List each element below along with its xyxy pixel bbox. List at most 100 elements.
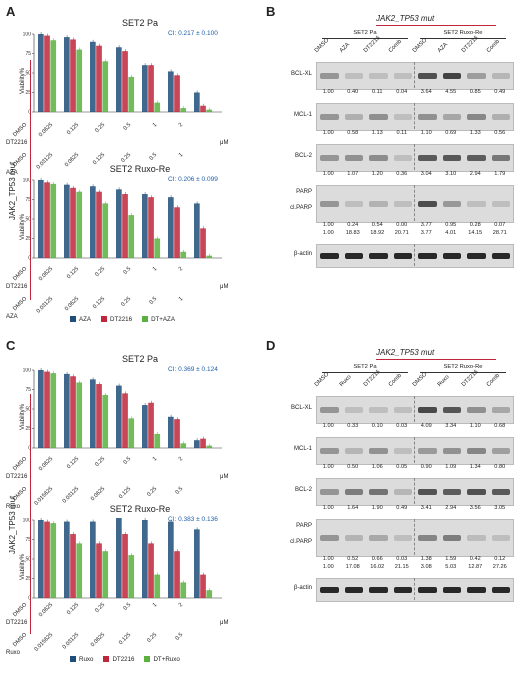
quant-value: 3.56 [469,505,481,511]
quant-value: 0.50 [347,464,359,470]
legend-text: DT+AZA [151,316,175,323]
bar [102,203,109,258]
ci-annotation: CI: 0.206 ± 0.099 [168,176,218,183]
blot-title: JAK2_TP53 mut [376,348,435,357]
bar [180,582,187,598]
band [369,535,388,541]
band [320,73,339,79]
legend-item: DT2216 [101,316,132,323]
bar [64,521,70,598]
band [491,73,510,79]
quant-value: 1.38 [420,556,432,562]
band [418,535,437,541]
band [369,73,388,79]
band [393,587,412,593]
band [491,535,510,541]
bar [38,34,44,112]
quant-value: 0.56 [494,130,506,136]
legend-text: DT2216 [112,656,135,663]
quant-value: 0.42 [469,556,481,562]
band [442,253,461,259]
legend-swatch [70,316,76,323]
legend-swatch [101,316,108,323]
bar [180,443,187,448]
band [344,253,363,259]
protein-label-cleaved: cl.PARP [290,539,312,545]
band [344,448,363,454]
bar [148,65,154,112]
lane-label: Comb [387,372,403,388]
quant-value: 5.03 [445,564,457,570]
quant-value: 1.34 [469,464,481,470]
lane-divider [414,144,415,170]
bar [96,45,102,113]
bar [96,191,102,258]
quant-value: 0.69 [445,130,457,136]
lane-divider [414,437,415,463]
blot-image [316,244,514,268]
row-label: Ruxo [6,650,21,656]
quant-value: 1.00 [322,222,334,228]
bar [116,189,122,258]
band [491,253,510,259]
quant-value: 3.08 [420,564,432,570]
band [491,201,510,207]
quant-value: 0.33 [347,423,359,429]
band [320,489,339,495]
blot-image [316,144,514,172]
quant-value: 1.00 [322,464,334,470]
quant-value: 0.58 [347,130,359,136]
bar [206,590,213,598]
bar [180,251,187,258]
quant-value: 0.49 [494,89,506,95]
band [467,155,486,161]
quant-value: 14.15 [468,230,483,236]
lane-label: Ruxo [436,374,451,388]
legend-text: Ruxo [79,656,94,663]
lane-label: AZA [436,41,449,54]
quantification-row-cleaved: 1.00 17.08 16.02 21.15 3.08 5.03 12.87 27.26 [316,564,512,570]
quant-value: 20.71 [394,230,409,236]
y-tick-label: 25 [25,576,31,582]
lane-label: Ruxo [338,374,353,388]
quant-value: 1.10 [420,130,432,136]
bar [96,543,102,598]
bar [148,402,154,448]
row-label: DT2216 [6,474,28,480]
band [344,114,363,120]
band [442,73,461,79]
blot-image [316,578,514,602]
quant-value: 0.52 [347,556,359,562]
y-tick-label: 0 [28,110,31,116]
y-tick-label: 0 [28,446,31,452]
band [320,587,339,593]
quant-value: 0.05 [396,464,408,470]
bar [154,102,161,112]
y-tick-label: 100 [23,518,32,524]
protein-label: MCL-1 [293,112,312,118]
ci-annotation: CI: 0.369 ± 0.124 [168,366,218,373]
y-tick-label: 0 [28,596,31,602]
band [418,587,437,593]
quant-value: 1.90 [371,505,383,511]
quant-value: 0.95 [445,222,457,228]
bar [70,187,76,258]
quant-value: 18.83 [345,230,360,236]
bar [64,184,70,258]
quant-value: 1.00 [322,505,334,511]
band [418,201,437,207]
chart-title: SET2 Pa [121,354,159,364]
bar-chart: 0 25 50 75 100 [23,178,222,262]
quant-value: 1.00 [322,171,334,177]
bar [200,574,206,598]
legend-text: DT+Ruxo [153,656,180,663]
y-axis-label: Viability% [20,554,26,580]
bar [194,440,200,448]
bar [200,228,206,258]
mutation-label: JAK2_TP53 mut [8,495,17,554]
legend-swatch [144,656,151,663]
bar [122,393,128,448]
band [369,448,388,454]
band [442,155,461,161]
unit-label: μM [220,140,229,146]
